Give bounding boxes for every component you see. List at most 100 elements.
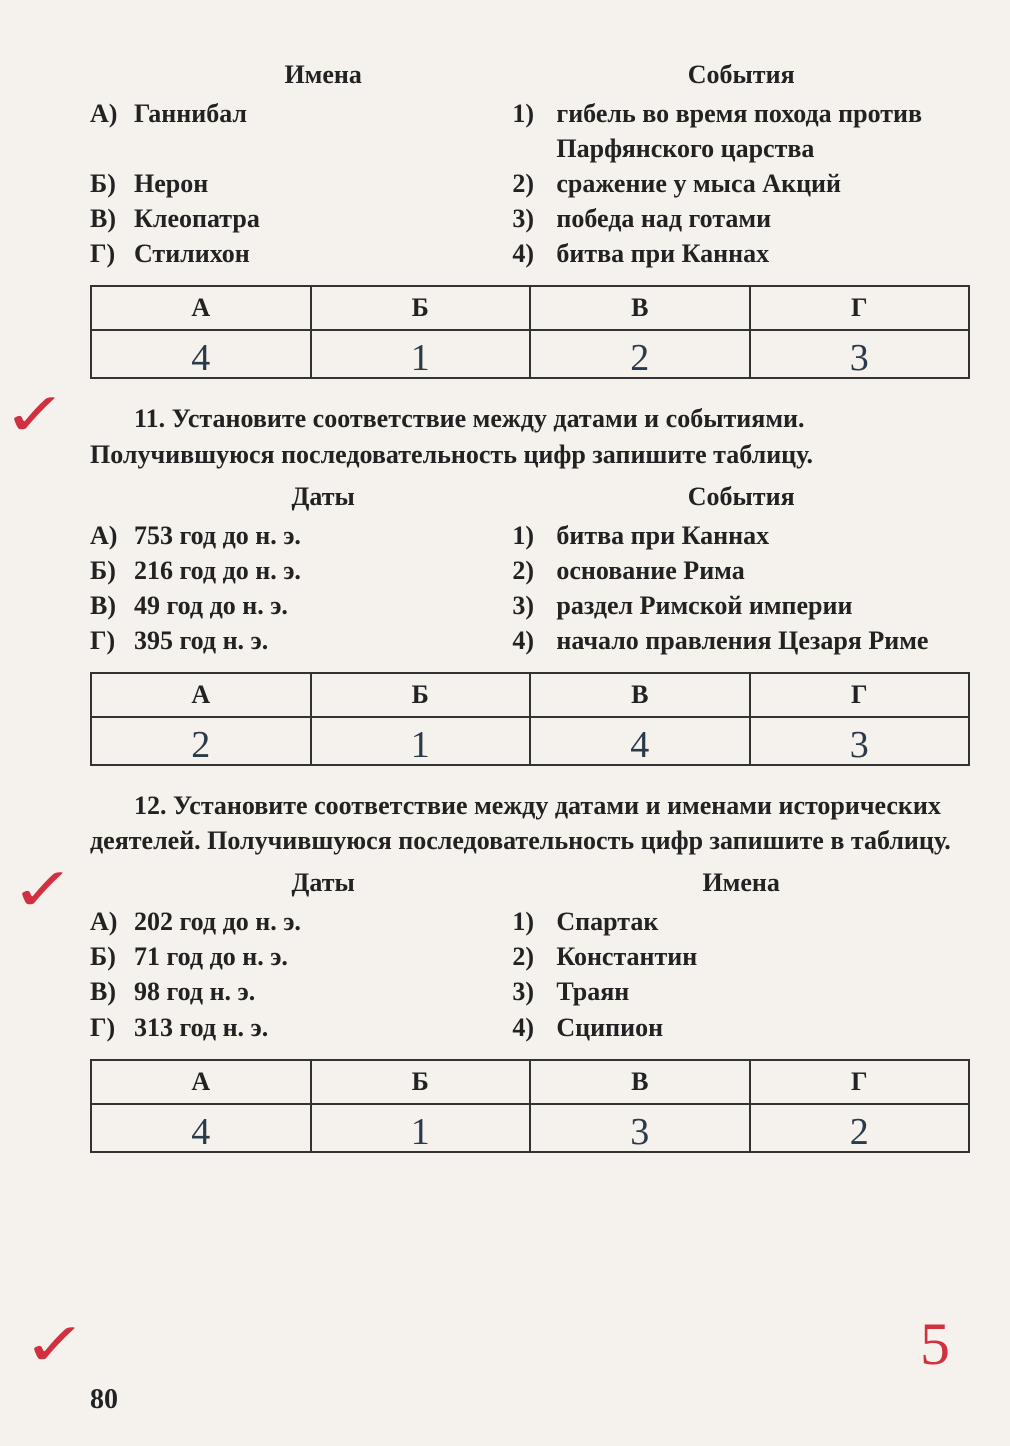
table-header-row: А Б В Г <box>91 673 969 717</box>
answer-cell: 3 <box>750 717 970 765</box>
answer-cell: 2 <box>91 717 311 765</box>
teacher-checkmark-icon: ✓ <box>22 1310 87 1380</box>
table-answer-row: 4 1 3 2 <box>91 1104 969 1152</box>
list-marker: Г) <box>90 1010 134 1045</box>
list-marker: 3) <box>512 974 556 1009</box>
list-marker: Б) <box>90 166 134 201</box>
section11-columns: Даты А) 753 год до н. э. Б) 216 год до н… <box>90 482 970 658</box>
task-number: 12. <box>134 791 167 820</box>
table-header-cell: Г <box>750 286 970 330</box>
list-text: раздел Римской империи <box>556 588 970 623</box>
list-item: 2) сражение у мыса Акций <box>512 166 970 201</box>
table-header-cell: А <box>91 1060 311 1104</box>
list-marker: А) <box>90 96 134 131</box>
list-text: сражение у мыса Акций <box>556 166 970 201</box>
list-item: Б) 71 год до н. э. <box>90 939 512 974</box>
list-marker: 2) <box>512 553 556 588</box>
list-item: Г) 313 год н. э. <box>90 1010 512 1045</box>
list-item: 4) начало правления Цезаря Риме <box>512 623 970 658</box>
list-text: Стилихон <box>134 236 512 271</box>
list-marker: 3) <box>512 588 556 623</box>
list-item: А) 202 год до н. э. <box>90 904 512 939</box>
table-header-row: А Б В Г <box>91 286 969 330</box>
table-header-cell: Г <box>750 1060 970 1104</box>
section10-left-col: Имена А) Ганнибал Б) Нерон В) Клеопатра … <box>90 60 512 271</box>
list-item: 4) Сципион <box>512 1010 970 1045</box>
table-header-cell: Г <box>750 673 970 717</box>
answer-cell: 3 <box>530 1104 750 1152</box>
section12-left-col: Даты А) 202 год до н. э. Б) 71 год до н.… <box>90 868 512 1044</box>
list-item: Б) 216 год до н. э. <box>90 553 512 588</box>
list-marker: 1) <box>512 904 556 939</box>
section11-task: 11. Установите соответствие между датами… <box>90 401 970 471</box>
table-answer-row: 4 1 2 3 <box>91 330 969 378</box>
list-item: 1) Спартак <box>512 904 970 939</box>
table-header-row: А Б В Г <box>91 1060 969 1104</box>
answer-cell: 2 <box>750 1104 970 1152</box>
teacher-checkmark-icon: ✓ <box>2 380 67 450</box>
task-number: 11. <box>134 404 165 433</box>
list-item: Б) Нерон <box>90 166 512 201</box>
answer-cell: 4 <box>91 330 311 378</box>
table-header-cell: Б <box>311 286 531 330</box>
list-text: Клеопатра <box>134 201 512 236</box>
handwritten-answer: 1 <box>411 337 430 379</box>
list-text: битва при Каннах <box>556 236 970 271</box>
list-marker: 4) <box>512 623 556 658</box>
table-header-cell: Б <box>311 1060 531 1104</box>
list-text: победа над готами <box>556 201 970 236</box>
list-marker: Б) <box>90 939 134 974</box>
list-marker: Б) <box>90 553 134 588</box>
list-item: А) Ганнибал <box>90 96 512 131</box>
page-number: 80 <box>90 1384 118 1416</box>
section11-left-col: Даты А) 753 год до н. э. Б) 216 год до н… <box>90 482 512 658</box>
list-item: А) 753 год до н. э. <box>90 518 512 553</box>
section12-answer-table: А Б В Г 4 1 3 2 <box>90 1059 970 1153</box>
list-text: 202 год до н. э. <box>134 904 512 939</box>
list-marker: 4) <box>512 1010 556 1045</box>
handwritten-answer: 2 <box>630 337 649 379</box>
list-text: 49 год до н. э. <box>134 588 512 623</box>
list-item: 3) Траян <box>512 974 970 1009</box>
list-item: 2) основание Рима <box>512 553 970 588</box>
section12-right-col: Имена 1) Спартак 2) Константин 3) Траян … <box>512 868 970 1044</box>
handwritten-answer: 1 <box>411 1111 430 1153</box>
list-text: 216 год до н. э. <box>134 553 512 588</box>
handwritten-answer: 4 <box>191 337 210 379</box>
table-answer-row: 2 1 4 3 <box>91 717 969 765</box>
table-header-cell: В <box>530 286 750 330</box>
list-text: Траян <box>556 974 970 1009</box>
handwritten-answer: 2 <box>850 1111 869 1153</box>
list-item: 4) битва при Каннах <box>512 236 970 271</box>
answer-cell: 2 <box>530 330 750 378</box>
list-item: В) Клеопатра <box>90 201 512 236</box>
column-header-events: События <box>512 60 970 90</box>
list-text: гибель во время похода против Парфянског… <box>556 96 970 166</box>
list-marker: А) <box>90 518 134 553</box>
list-text: Нерон <box>134 166 512 201</box>
column-header-names: Имена <box>512 868 970 898</box>
table-header-cell: В <box>530 673 750 717</box>
table-header-cell: В <box>530 1060 750 1104</box>
list-marker: В) <box>90 974 134 1009</box>
list-item: 1) битва при Каннах <box>512 518 970 553</box>
answer-cell: 4 <box>530 717 750 765</box>
list-marker: 2) <box>512 939 556 974</box>
list-marker: В) <box>90 201 134 236</box>
list-marker: 2) <box>512 166 556 201</box>
list-text: Спартак <box>556 904 970 939</box>
answer-cell: 1 <box>311 330 531 378</box>
handwritten-answer: 2 <box>191 724 210 766</box>
list-marker: А) <box>90 904 134 939</box>
table-header-cell: А <box>91 286 311 330</box>
answer-cell: 3 <box>750 330 970 378</box>
handwritten-answer: 1 <box>411 724 430 766</box>
teacher-checkmark-icon: ✓ <box>10 855 75 925</box>
section10-answer-table: А Б В Г 4 1 2 3 <box>90 285 970 379</box>
column-header-events: События <box>512 482 970 512</box>
list-text: основание Рима <box>556 553 970 588</box>
list-item: 2) Константин <box>512 939 970 974</box>
list-marker: 3) <box>512 201 556 236</box>
list-item: В) 98 год н. э. <box>90 974 512 1009</box>
list-marker: Г) <box>90 623 134 658</box>
